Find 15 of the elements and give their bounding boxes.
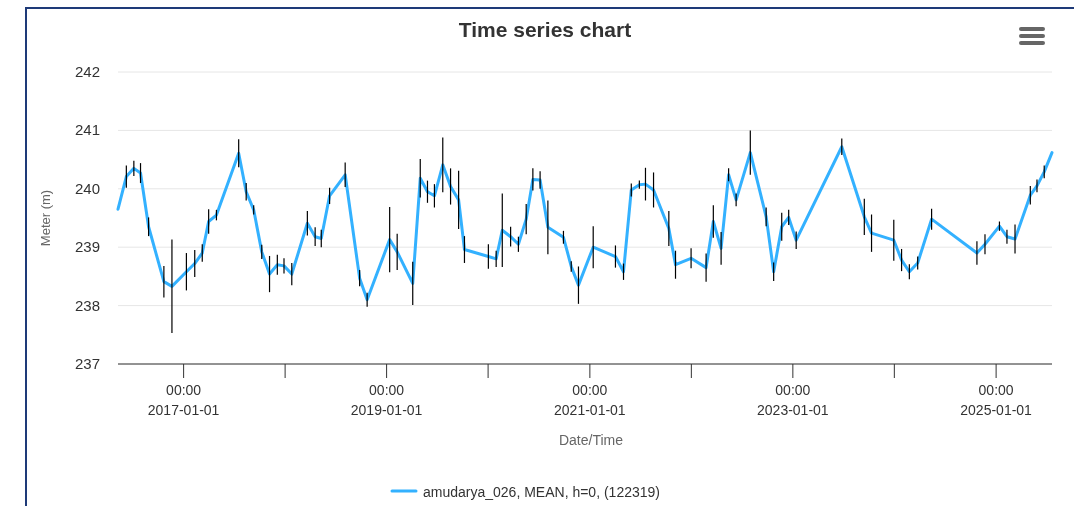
y-tick-label: 237 — [74, 355, 100, 372]
x-tick-label: 00:00 2023-01-01 — [757, 382, 829, 418]
x-axis-title: Date/Time — [558, 432, 624, 448]
x-tick-label: 00:00 2025-01-01 — [960, 382, 1033, 418]
y-tick-label: 242 — [74, 63, 100, 80]
y-tick-label: 239 — [74, 238, 100, 256]
chart-title: Time series chart — [458, 18, 632, 41]
x-tick-label: 00:00 2019-01-01 — [350, 382, 423, 418]
x-tick-label: 00:00 2017-01-01 — [147, 382, 220, 418]
y-tick-label: 238 — [74, 296, 100, 314]
y-tick-label: 241 — [74, 121, 100, 139]
legend-label: amudarya_026, MEAN, h=0, (122319) — [423, 484, 660, 500]
y-tick-label: 240 — [74, 179, 100, 197]
y-axis-title: Meter (m) — [38, 189, 53, 247]
x-tick-label: 00:00 2021-01-01 — [554, 382, 626, 418]
